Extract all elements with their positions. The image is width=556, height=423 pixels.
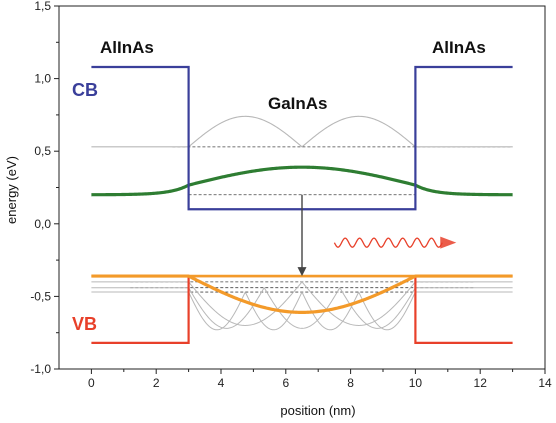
well-label: GaInAs bbox=[268, 94, 328, 113]
electron-ground-wavefunction bbox=[91, 165, 513, 197]
hole-excited-wavefunction-3 bbox=[91, 286, 513, 329]
valence-band-edge bbox=[91, 274, 513, 344]
electron-excited-wavefunction bbox=[91, 115, 513, 148]
x-tick-label: 8 bbox=[347, 376, 354, 390]
y-tick-label: 1,5 bbox=[34, 0, 51, 13]
hole-excited-wavefunction-2 bbox=[91, 281, 513, 326]
x-tick-label: 6 bbox=[282, 376, 289, 390]
x-tick-label: 4 bbox=[218, 376, 225, 390]
y-tick-label: 1,0 bbox=[34, 72, 51, 86]
axis-ticks: 0 2 4 6 8 10 12 14 -1,0 -0,5 0,0 0,5 1,0 1,5 bbox=[30, 0, 552, 390]
x-tick-label: 10 bbox=[409, 376, 423, 390]
y-tick-label: -1,0 bbox=[30, 362, 51, 376]
photon-wave bbox=[333, 237, 443, 248]
plot-frame bbox=[58, 5, 546, 370]
plot-area-border bbox=[58, 5, 546, 370]
x-tick-label: 0 bbox=[88, 376, 95, 390]
cb-label: CB bbox=[72, 80, 98, 100]
y-tick-label: -0,5 bbox=[30, 289, 51, 303]
x-tick-label: 2 bbox=[153, 376, 160, 390]
transition-arrow-head bbox=[297, 267, 307, 277]
y-tick-label: 0,0 bbox=[34, 217, 51, 231]
y-tick-label: 0,5 bbox=[34, 144, 51, 158]
x-tick-label: 14 bbox=[538, 376, 552, 390]
conduction-band-edge bbox=[91, 65, 513, 211]
y-axis-title: energy (eV) bbox=[4, 156, 19, 224]
photon-arrow-head bbox=[440, 236, 457, 249]
x-tick-label: 12 bbox=[474, 376, 488, 390]
band-edges bbox=[91, 65, 513, 344]
x-axis-title: position (nm) bbox=[280, 403, 355, 418]
vb-label: VB bbox=[72, 314, 97, 334]
hole-excited-wavefunction-4 bbox=[91, 290, 513, 331]
right-barrier-label: AlInAs bbox=[432, 38, 486, 57]
left-barrier-label: AlInAs bbox=[100, 38, 154, 57]
